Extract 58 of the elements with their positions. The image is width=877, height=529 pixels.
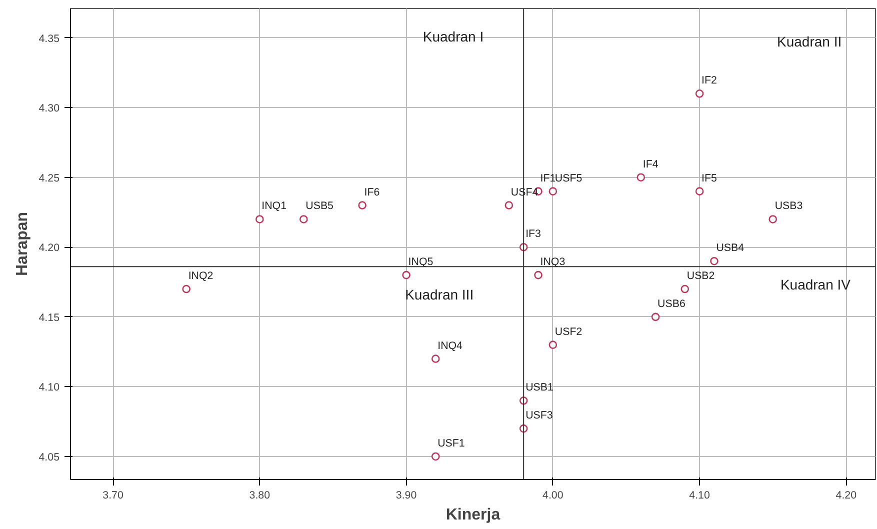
point bbox=[431, 354, 440, 363]
annotation: INQ3 bbox=[540, 256, 566, 268]
annotation: USB4 bbox=[716, 242, 744, 254]
point bbox=[431, 452, 440, 461]
x-axis-title: Kinerja bbox=[446, 506, 500, 524]
x-tick-label: 3.70 bbox=[102, 490, 124, 502]
annotation: USF1 bbox=[438, 437, 465, 450]
point bbox=[548, 340, 558, 349]
annotation: USB3 bbox=[774, 200, 803, 212]
annotation: Kuadran II bbox=[777, 34, 842, 50]
point bbox=[680, 284, 690, 294]
y-tick-label: 4.20 bbox=[38, 242, 60, 254]
annotation: IF5 bbox=[702, 172, 718, 184]
annotation: Kuadran III bbox=[405, 286, 474, 303]
annotation: IF4 bbox=[642, 158, 658, 170]
annotation: USB1 bbox=[526, 382, 554, 394]
x-tick-label: 4.00 bbox=[542, 490, 564, 502]
point bbox=[636, 173, 646, 182]
point bbox=[299, 215, 308, 224]
annotation: IF1 bbox=[540, 172, 556, 184]
annotation: IF6 bbox=[364, 186, 380, 198]
annotation: USF5 bbox=[554, 172, 582, 184]
point bbox=[768, 215, 778, 224]
y-tick-label: 4.15 bbox=[38, 312, 60, 324]
point bbox=[504, 201, 514, 210]
point bbox=[548, 187, 558, 196]
annotation: Kuadran IV bbox=[780, 276, 852, 293]
annotation: USF2 bbox=[554, 326, 582, 338]
annotation: IF2 bbox=[702, 74, 718, 87]
point bbox=[182, 284, 190, 294]
x-tick-label: 3.80 bbox=[249, 490, 270, 502]
y-tick-label: 4.10 bbox=[38, 382, 60, 394]
y-tick-label: 4.35 bbox=[38, 32, 60, 45]
y-tick-label: 4.25 bbox=[38, 172, 60, 184]
point bbox=[695, 187, 704, 196]
annotation: USB2 bbox=[686, 270, 715, 282]
x-tick-label: 4.10 bbox=[689, 490, 710, 502]
point bbox=[710, 256, 718, 266]
annotation: INQ4 bbox=[438, 340, 463, 352]
point bbox=[695, 89, 704, 98]
x-tick-label: 3.90 bbox=[396, 490, 417, 502]
point bbox=[534, 270, 542, 280]
point bbox=[256, 215, 264, 224]
annotation: Kuadran I bbox=[422, 28, 484, 44]
annotation: IF3 bbox=[526, 228, 542, 240]
point bbox=[402, 270, 410, 280]
annotation: USB5 bbox=[306, 200, 334, 212]
annotation: INQ2 bbox=[188, 270, 214, 282]
y-tick-label: 4.05 bbox=[38, 451, 60, 464]
y-axis-title: Harapan bbox=[14, 212, 31, 276]
annotation: USF3 bbox=[526, 410, 553, 422]
point bbox=[651, 312, 660, 322]
annotation: INQ5 bbox=[408, 256, 434, 268]
point bbox=[358, 201, 366, 210]
x-tick-label: 4.20 bbox=[836, 490, 857, 502]
annotation: USB6 bbox=[658, 298, 686, 310]
annotation: INQ1 bbox=[262, 200, 287, 212]
y-tick-label: 4.30 bbox=[38, 102, 60, 115]
